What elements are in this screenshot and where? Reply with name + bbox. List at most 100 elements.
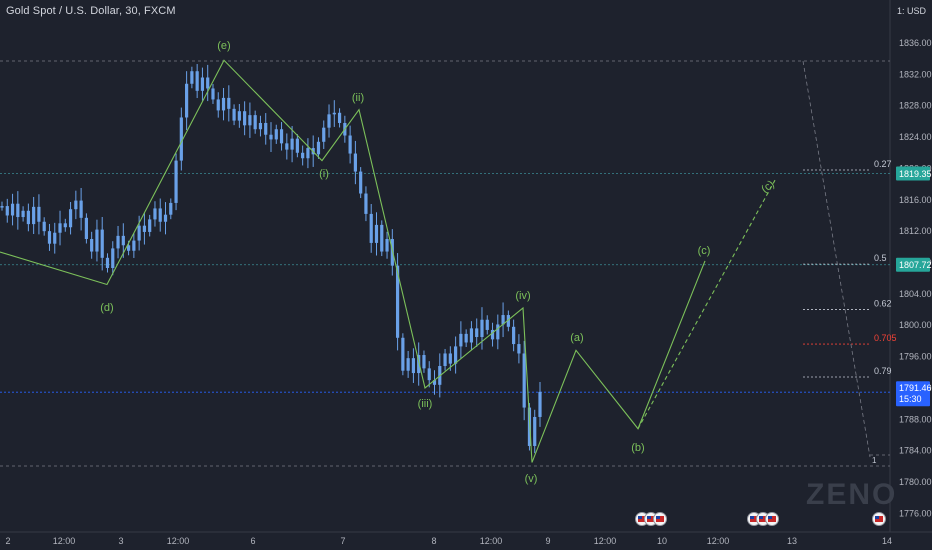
candle-body (158, 208, 162, 222)
candle-body (211, 88, 215, 100)
candle-body (316, 141, 321, 155)
candle-body (84, 217, 88, 239)
level-badge-text-1: 1807.72 (899, 260, 932, 270)
watermark-logo: ZENO (806, 478, 898, 511)
x-tick-label: 14 (882, 536, 892, 546)
candle-body (285, 143, 289, 150)
y-tick-label: 1784.00 (899, 446, 932, 456)
horizontal-levels (0, 173, 890, 393)
y-tick-label: 1796.00 (899, 352, 932, 362)
candle-body (105, 257, 110, 269)
projected-wave-line (637, 179, 776, 429)
y-tick-label: 1804.00 (899, 289, 932, 299)
candle-body (512, 326, 516, 345)
candle-body (327, 114, 331, 128)
x-tick-label: 12:00 (167, 536, 190, 546)
price-axis: 1776.001780.001784.001788.001792.001796.… (899, 38, 932, 518)
candle-body (337, 112, 342, 123)
flag-canton (768, 516, 772, 519)
candle-body (417, 355, 421, 374)
candle-body (174, 160, 178, 203)
flag-icon-6[interactable] (872, 512, 886, 526)
y-tick-label: 1788.00 (899, 414, 932, 424)
candle-body (163, 214, 168, 222)
fib-label-3: 0.705 (874, 333, 897, 343)
currency-unit[interactable]: 1: USD (896, 6, 926, 16)
candle-body (132, 240, 136, 251)
candle-body (32, 206, 36, 225)
current-price-text: 1791.46 (899, 383, 932, 393)
candle-body (274, 129, 278, 140)
candle-body (258, 122, 263, 130)
wave-label-0: (d) (100, 302, 113, 314)
candle-body (359, 171, 363, 194)
wave-label-8: (b) (631, 442, 644, 454)
candle-body (95, 229, 99, 252)
x-tick-label: 9 (545, 536, 550, 546)
candle-body (190, 71, 194, 84)
candle-body (243, 111, 247, 126)
flag-icon-5[interactable] (765, 512, 779, 526)
flag-canton (638, 516, 642, 519)
candle-body (522, 353, 526, 408)
flag-icon-2[interactable] (653, 512, 667, 526)
candle-body (443, 353, 447, 367)
candle-body (216, 99, 220, 111)
candle-body (475, 328, 479, 337)
candle-body (63, 223, 67, 228)
wave-label-2: (i) (319, 168, 329, 180)
candle-body (137, 225, 141, 241)
x-tick-label: 12:00 (707, 536, 730, 546)
candle-body (68, 209, 73, 228)
y-tick-label: 1812.00 (899, 226, 932, 236)
candle-body (237, 111, 241, 121)
y-tick-label: 1800.00 (899, 320, 932, 330)
wave-label-4: (iii) (418, 398, 433, 410)
y-tick-label: 1816.00 (899, 195, 932, 205)
wave-label-6: (v) (525, 473, 538, 485)
fib-label-0: 0.27 (874, 159, 892, 169)
candle-body (538, 391, 542, 417)
candle-body (111, 248, 115, 269)
candle-body (364, 193, 368, 214)
flag-canton (656, 516, 660, 519)
candle-body (369, 213, 373, 243)
gridlines (0, 0, 932, 533)
candle-body (454, 346, 458, 364)
y-tick-label: 1824.00 (899, 132, 932, 142)
candle-body (10, 203, 15, 216)
wave-label-1: (e) (217, 40, 230, 52)
y-tick-label: 1832.00 (899, 69, 932, 79)
candle-body (395, 265, 400, 338)
candle-body (427, 368, 431, 381)
current-price-badge (896, 381, 930, 407)
price-candles (0, 64, 542, 454)
candle-body (332, 112, 336, 115)
flag-canton (750, 516, 754, 519)
candle-body (153, 208, 157, 220)
x-tick-label: 12:00 (53, 536, 76, 546)
candle-body (422, 355, 426, 369)
x-tick-label: 6 (250, 536, 255, 546)
candle-body (200, 77, 205, 91)
candle-body (348, 135, 352, 154)
wave-label-9: (c) (698, 245, 711, 257)
y-tick-label: 1828.00 (899, 101, 932, 111)
candle-body (227, 97, 231, 109)
fib-base-label: 1 (872, 456, 877, 465)
candle-body (411, 358, 416, 374)
candle-body (221, 97, 226, 111)
y-tick-label: 1836.00 (899, 38, 932, 48)
candle-body (469, 328, 474, 343)
candle-body (485, 319, 489, 330)
symbol-title: Gold Spot / U.S. Dollar, 30, FXCM (6, 5, 176, 17)
flag-canton (759, 516, 763, 519)
fib-diagonal-line (802, 60, 871, 458)
candle-body (501, 315, 505, 325)
candle-body (79, 200, 83, 218)
candle-body (126, 245, 131, 251)
candle-body (26, 210, 30, 225)
candle-body (195, 71, 199, 91)
